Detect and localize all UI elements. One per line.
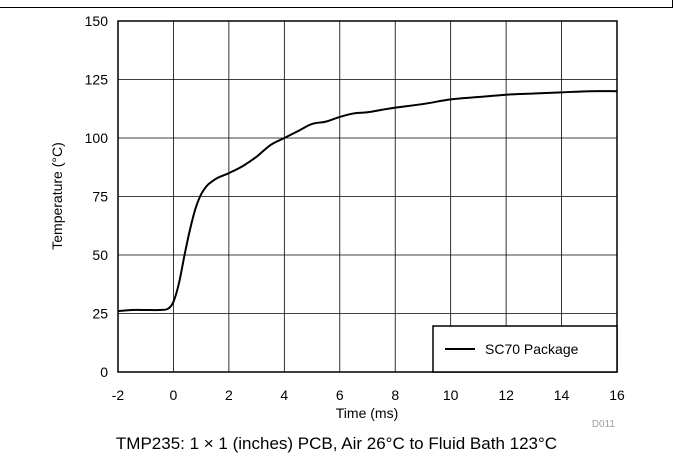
- x-tick-label: 0: [170, 387, 178, 403]
- y-tick-label: 125: [85, 72, 109, 88]
- y-tick-label: 150: [85, 13, 109, 29]
- y-axis-ticks: 0 25 50 75 100 125 150: [85, 13, 109, 380]
- x-axis-label: Time (ms): [336, 405, 398, 421]
- x-tick-label: -2: [112, 387, 125, 403]
- series-layer: [117, 90, 618, 313]
- x-tick-label: 12: [498, 387, 514, 403]
- y-tick-label: 0: [100, 364, 108, 380]
- y-tick-label: 75: [92, 189, 108, 205]
- series-line-sc70-package: [117, 90, 618, 313]
- x-tick-label: 10: [443, 387, 459, 403]
- x-tick-label: 14: [554, 387, 570, 403]
- x-tick-label: 8: [391, 387, 399, 403]
- x-tick-label: 4: [280, 387, 288, 403]
- plot-border: [117, 20, 618, 373]
- x-tick-label: 6: [336, 387, 344, 403]
- y-axis-label: Temperature (°C): [49, 142, 65, 250]
- legend: SC70 Package: [432, 325, 618, 373]
- legend-label: SC70 Package: [485, 341, 579, 357]
- y-tick-label: 25: [92, 306, 108, 322]
- figure-caption: TMP235: 1 × 1 (inches) PCB, Air 26°C to …: [115, 434, 558, 453]
- x-tick-label: 16: [609, 387, 625, 403]
- x-axis-ticks: -2 0 2 4 6 8 10 12 14 16: [112, 387, 625, 403]
- figure-code: D011: [592, 419, 616, 430]
- y-tick-label: 50: [92, 247, 108, 263]
- y-tick-label: 100: [85, 130, 109, 146]
- x-tick-label: 2: [225, 387, 233, 403]
